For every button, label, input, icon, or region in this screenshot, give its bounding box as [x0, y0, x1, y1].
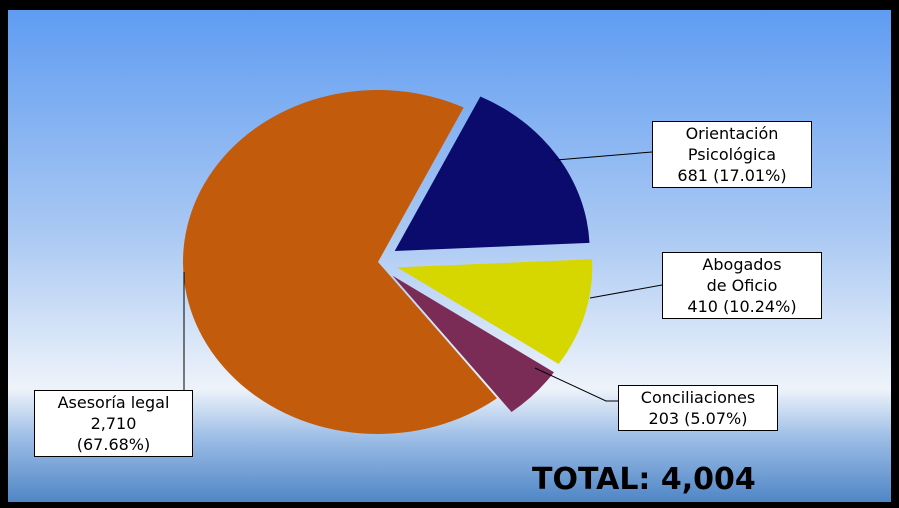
pie-slice — [394, 96, 590, 252]
value-label: 681 (17.01%) — [655, 165, 809, 186]
total-annotation: TOTAL: 4,004 — [532, 462, 756, 497]
category-label: Conciliaciones — [640, 388, 756, 407]
value-text: 410 — [687, 297, 718, 316]
leader-line — [534, 367, 618, 402]
category-label: Orientación Psicológica — [685, 124, 779, 164]
leader-line — [589, 284, 663, 299]
pie-slice — [392, 275, 554, 412]
label-box: Orientación Psicológica 681 (17.01%) — [652, 121, 812, 188]
value-label: 2,710 — [90, 414, 137, 433]
percent-label: (67.68%) — [76, 435, 151, 454]
label-box: Conciliaciones 203 (5.07%) — [618, 385, 778, 431]
category-label: Abogados de Oficio — [702, 255, 782, 295]
pie-slice — [397, 259, 593, 364]
value-label: 410 (10.24%) — [665, 296, 819, 317]
label-box: Abogados de Oficio 410 (10.24%) — [662, 252, 822, 319]
label-box: Asesoría legal 2,710 (67.68%) — [34, 390, 193, 457]
percent-text: (17.01%) — [713, 166, 787, 185]
value-text: 203 — [648, 409, 680, 428]
pie-slice — [183, 89, 497, 434]
leader-line — [555, 151, 653, 161]
percent-text: (10.24%) — [723, 297, 797, 316]
value-label: 203 (5.07%) — [621, 408, 775, 429]
value-text: 681 — [677, 166, 708, 185]
category-label: Asesoría legal — [57, 393, 170, 412]
percent-text: (5.07%) — [684, 409, 748, 428]
